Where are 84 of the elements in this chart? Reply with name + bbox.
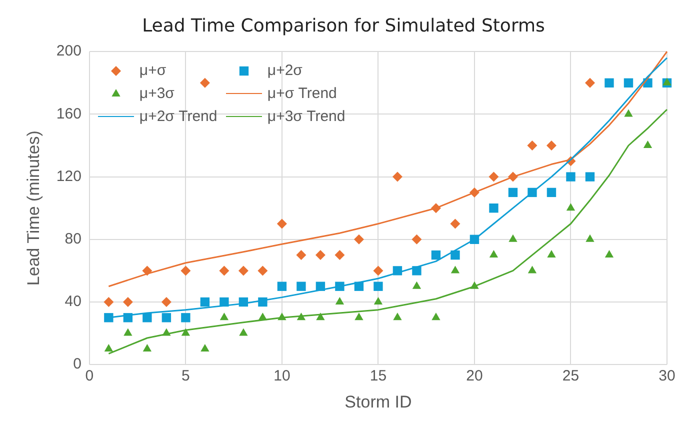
legend-label: μ+2σ [267,62,302,80]
point [142,313,152,322]
point [431,250,441,260]
point [624,109,633,117]
point [508,188,518,198]
point [432,312,440,320]
y-axis-title: Lead Time (minutes) [24,130,43,286]
legend-label: μ+3σ [139,85,174,102]
point [566,172,576,182]
point [276,218,287,229]
x-tick-label: 5 [182,368,190,385]
point [334,250,345,260]
point [528,266,537,274]
point [412,266,422,276]
x-tick-label: 30 [658,368,676,385]
y-tick-label: 200 [56,42,82,60]
point [296,250,306,260]
point [508,234,518,242]
point [373,266,384,276]
x-axis-title: Storm ID [344,392,412,412]
point [643,140,652,148]
x-tick-label: 15 [370,368,387,385]
y-tick-label: 160 [56,105,82,122]
point [584,78,595,88]
point [412,234,422,244]
point [181,328,190,336]
point [412,281,422,289]
point [450,218,460,229]
point [604,78,614,88]
point [277,282,287,291]
point [104,313,114,322]
point [200,78,210,88]
point [142,344,152,352]
x-tick-label: 0 [85,368,94,385]
y-tick-label: 120 [56,168,82,185]
chart-title: Lead Time Comparison for Simulated Storms [142,15,545,36]
point [450,250,460,260]
point [586,234,594,242]
point [296,282,306,291]
x-tick-label: 10 [274,368,290,385]
point [124,328,132,336]
point [566,203,576,211]
point [489,250,498,258]
point [122,297,133,307]
point [161,297,172,307]
point [393,312,402,320]
point [220,312,229,320]
point [604,250,614,258]
point [200,297,210,307]
point [527,140,538,150]
point [335,297,344,304]
point [374,297,383,304]
legend-label: μ+σ Trend [267,85,337,102]
point [239,328,248,336]
legend-label: μ+2σ Trend [139,108,218,126]
point [200,344,210,352]
point [488,172,499,182]
point [547,250,556,258]
point [258,266,268,276]
point [374,282,383,291]
y-tick-label: 40 [64,293,82,310]
point [489,204,498,213]
point [354,312,364,320]
y-tick-label: 0 [73,356,82,373]
point [180,266,191,276]
point [104,344,114,352]
point [238,266,248,276]
x-tick-label: 20 [466,368,483,385]
point [450,266,460,274]
point [546,140,556,150]
point [546,188,556,198]
legend-label: μ+3σ Trend [267,108,346,126]
y-tick-label: 80 [64,230,82,248]
x-tick-label: 25 [562,368,580,385]
point [354,234,364,244]
point [315,250,326,260]
point [392,172,402,182]
point [162,313,172,322]
point [624,78,634,88]
legend-label: μ+σ [139,62,166,80]
point [585,172,595,182]
point [181,313,190,322]
point [219,266,230,276]
point [104,297,114,307]
